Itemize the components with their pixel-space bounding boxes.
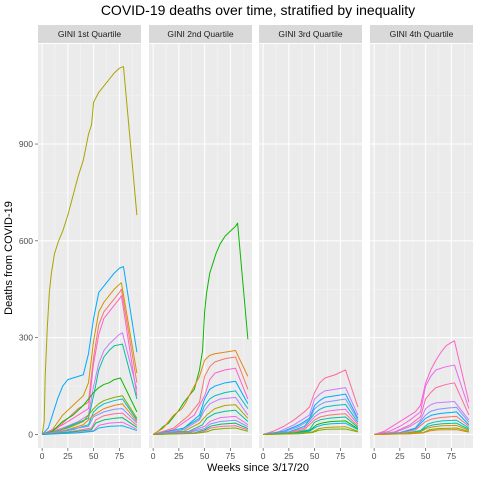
series-lines — [152, 222, 249, 435]
series-line — [153, 404, 249, 435]
x-tick-label: 25 — [63, 451, 73, 461]
series-line — [263, 408, 359, 435]
series-line — [263, 387, 359, 435]
x-tick-label: 25 — [395, 451, 405, 461]
series-line — [153, 415, 249, 435]
facet-panel-3: GINI 3rd Quartile 0 25 50 75 — [259, 25, 362, 461]
gridlines — [370, 44, 473, 448]
series-lines — [373, 340, 470, 435]
facet-strip — [149, 25, 252, 43]
series-line — [152, 350, 249, 435]
chart-title: COVID-19 deaths over time, stratified by… — [101, 2, 415, 18]
y-axis: 0 300 600 900 — [19, 139, 38, 439]
series-line — [42, 408, 138, 435]
series-line — [41, 282, 138, 435]
series-line — [153, 419, 249, 435]
x-tick-label: 75 — [447, 451, 457, 461]
series-line — [374, 411, 470, 435]
series-line — [153, 380, 249, 435]
series-line — [153, 367, 249, 435]
series-line — [263, 403, 359, 435]
y-tick-label: 600 — [19, 236, 33, 246]
series-line — [374, 429, 469, 435]
x-tick-label: 75 — [226, 451, 236, 461]
x-tick-label: 0 — [40, 451, 45, 461]
series-line — [374, 364, 470, 435]
series-line — [374, 382, 470, 435]
series-line — [41, 66, 138, 435]
y-tick-label: 300 — [19, 333, 33, 343]
panel-background — [38, 44, 141, 448]
series-line — [42, 343, 138, 435]
series-line — [263, 398, 359, 435]
x-tick-label: 75 — [336, 451, 346, 461]
series-line — [373, 340, 470, 435]
series-line — [152, 356, 249, 435]
series-line — [42, 412, 138, 435]
facet-strip-label: GINI 1st Quartile — [58, 29, 122, 39]
x-tick-label: 50 — [200, 451, 210, 461]
x-tick-label: 50 — [421, 451, 431, 461]
facet-strip-label: GINI 2nd Quartile — [167, 29, 233, 39]
series-line — [153, 396, 249, 435]
x-tick-label: 0 — [372, 451, 377, 461]
facet-strip — [370, 25, 473, 43]
x-tick-label: 50 — [310, 451, 320, 461]
x-tick-label: 25 — [174, 451, 184, 461]
series-line — [263, 413, 359, 435]
series-lines — [41, 66, 138, 435]
series-line — [153, 427, 249, 435]
facet-panel-4: GINI 4th Quartile 0 25 50 75 — [370, 25, 473, 461]
x-tick-label: 25 — [284, 451, 294, 461]
panel-background — [149, 44, 252, 448]
series-line — [42, 425, 138, 435]
x-tick-label: 0 — [261, 451, 266, 461]
facet-strip-label: GINI 3rd Quartile — [278, 29, 343, 39]
series-line — [152, 222, 249, 435]
series-line — [262, 369, 359, 435]
facet-panel-2: GINI 2nd Quartile 0 25 50 75 — [149, 25, 252, 461]
panel-background — [259, 44, 362, 448]
series-line — [263, 416, 359, 435]
series-line — [153, 409, 249, 435]
y-tick-label: 0 — [28, 429, 33, 439]
facet-strip — [259, 25, 362, 43]
x-tick-label: 50 — [89, 451, 99, 461]
series-line — [41, 295, 138, 435]
x-tick-label: 75 — [115, 451, 125, 461]
series-line — [374, 401, 470, 435]
facet-strip — [38, 25, 141, 43]
series-line — [374, 415, 470, 435]
series-line — [41, 332, 138, 435]
panel-background — [370, 44, 473, 448]
series-line — [263, 393, 359, 435]
gridlines — [149, 44, 252, 448]
series-line — [41, 377, 138, 435]
x-tick-label: 0 — [151, 451, 156, 461]
y-axis-title: Deaths from COVID-19 — [3, 201, 15, 315]
series-line — [263, 428, 358, 435]
series-line — [41, 266, 138, 435]
series-line — [153, 390, 249, 435]
facet-strip-label: GINI 4th Quartile — [390, 29, 454, 39]
series-lines — [262, 369, 359, 435]
facet-panel-1: GINI 1st Quartile 0 25 50 75 — [38, 25, 141, 461]
series-line — [42, 417, 138, 435]
series-line — [374, 424, 470, 435]
series-line — [41, 395, 138, 435]
x-axis-title: Weeks since 3/17/20 — [207, 462, 309, 474]
gridlines — [259, 44, 362, 448]
y-tick-label: 900 — [19, 139, 33, 149]
